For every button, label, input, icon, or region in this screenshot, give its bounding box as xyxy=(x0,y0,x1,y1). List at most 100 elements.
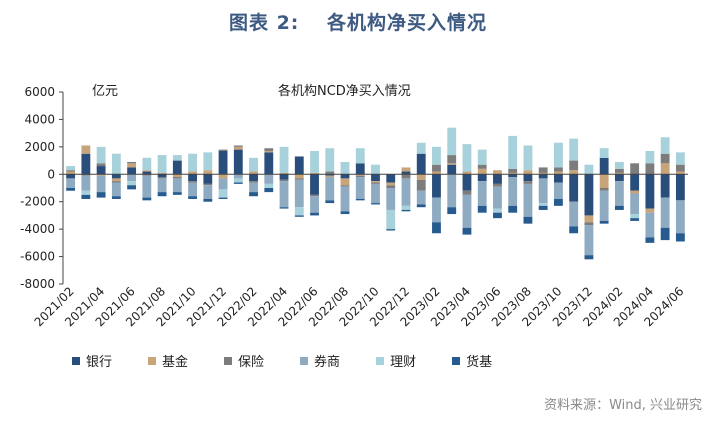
legend-item-bank: 银行 xyxy=(72,351,112,370)
bar-segment-2021-08-s3 xyxy=(157,178,167,193)
bar-segment-2022-04-s1 xyxy=(279,172,289,175)
legend-swatch-bank xyxy=(72,356,80,365)
bar-segment-2022-09-s5 xyxy=(355,198,365,201)
bar-segment-2021-08-s5 xyxy=(157,192,167,197)
source-note: 资料来源：Wind, 兴业研究 xyxy=(544,398,702,413)
bar-segment-2023-05-s0 xyxy=(477,174,487,182)
bar-segment-2023-05-s1 xyxy=(477,168,487,175)
bar-segment-2021-07-s0 xyxy=(142,171,152,175)
chart-legend: 银行 基金 保险 券商 理财 货基 xyxy=(72,351,712,370)
bar-segment-2024-02-s3 xyxy=(614,181,624,206)
bar-segment-2021-08-s1 xyxy=(157,172,167,175)
bar-segment-2022-02-s4 xyxy=(249,157,258,172)
bar-segment-2022-10-s0 xyxy=(371,174,380,182)
bar-segment-2021-02-s5 xyxy=(66,188,76,191)
bar-segment-2023-09-s2 xyxy=(538,167,548,173)
bar-segment-2021-06-s3 xyxy=(127,174,137,182)
bar-segment-2023-01-s4 xyxy=(416,142,426,154)
bar-segment-2022-11-s2 xyxy=(386,185,396,188)
bar-segment-2022-05-s2 xyxy=(294,178,304,180)
bar-segment-2022-02-s2 xyxy=(249,181,258,183)
bar-segment-2023-12-s2 xyxy=(584,222,594,226)
bar-segment-2023-07-s2 xyxy=(508,168,518,173)
bar-segment-2022-01-s2 xyxy=(233,145,243,147)
bar-segment-2022-05-s4 xyxy=(294,207,304,216)
bar-segment-2023-09-s5 xyxy=(538,205,548,210)
bar-segment-2022-04-s5 xyxy=(279,207,289,209)
bar-segment-2024-01-s4 xyxy=(599,148,609,158)
bar-segment-2022-05-s0 xyxy=(294,156,304,175)
bar-segment-2023-11-s4 xyxy=(569,138,579,161)
bar-segment-2023-10-s3 xyxy=(554,182,563,199)
bar-segment-2024-02-s4 xyxy=(614,161,624,169)
bar-segment-2021-04-s5 xyxy=(96,192,106,198)
bar-segment-2023-10-s2 xyxy=(554,167,563,172)
legend-swatch-wealth xyxy=(376,356,385,365)
bar-segment-2023-12-s1 xyxy=(584,215,594,223)
bar-segment-2023-11-s2 xyxy=(569,160,579,171)
legend-label-bank: 银行 xyxy=(86,355,113,370)
bar-segment-2022-08-s1 xyxy=(340,178,350,186)
bar-segment-2021-02-s4 xyxy=(66,166,76,171)
bar-segment-2022-07-s5 xyxy=(325,200,335,204)
bar-segment-2024-01-s3 xyxy=(599,190,609,221)
bar-segment-2021-06-s0 xyxy=(127,167,137,175)
bar-segment-2022-03-s5 xyxy=(264,188,274,193)
bar-segment-2023-03-s4 xyxy=(447,127,457,156)
bar-segment-2022-01-s4 xyxy=(233,178,243,183)
bar-segment-2021-10-s2 xyxy=(188,181,197,183)
bar-segment-2022-06-s4 xyxy=(310,150,319,173)
bar-segment-2024-06-s5 xyxy=(675,233,685,242)
bar-segment-2021-05-s5 xyxy=(111,196,121,199)
bar-segment-2021-04-s3 xyxy=(96,175,106,193)
bar-segment-2023-02-s3 xyxy=(432,197,441,223)
bar-segment-2023-08-s2 xyxy=(523,181,533,184)
bar-segment-2022-02-s0 xyxy=(249,174,258,182)
bar-segment-2022-11-s3 xyxy=(386,188,396,210)
bar-segment-2022-10-s3 xyxy=(371,183,380,204)
bar-segment-2021-02-s0 xyxy=(66,174,76,179)
y-tick-label--4000: -4000 xyxy=(20,222,55,236)
bar-segment-2023-12-s0 xyxy=(584,174,594,216)
bar-segment-2023-06-s0 xyxy=(493,174,502,184)
bar-segment-2022-11-s4 xyxy=(386,209,396,230)
bar-segment-2021-12-s3 xyxy=(218,178,228,190)
bar-segment-2024-01-s5 xyxy=(599,220,609,224)
bar-segment-2024-05-s3 xyxy=(660,197,670,228)
bar-segment-2022-06-s5 xyxy=(310,212,319,216)
bar-segment-2024-03-s0 xyxy=(630,174,640,191)
bar-segment-2022-01-s0 xyxy=(233,149,243,175)
bar-segment-2022-09-s0 xyxy=(355,163,365,175)
bar-segment-2023-06-s4 xyxy=(493,208,502,213)
bar-segment-2024-04-s1 xyxy=(645,208,655,213)
bar-segment-2021-12-s0 xyxy=(218,150,228,175)
bar-segment-2021-12-s4 xyxy=(218,189,228,198)
bar-segment-2024-03-s1 xyxy=(630,190,640,194)
bar-segment-2021-03-s4 xyxy=(81,190,91,195)
bar-segment-2024-04-s3 xyxy=(645,212,655,238)
bar-segment-2022-01-s5 xyxy=(233,182,243,184)
bar-segment-2024-03-s3 xyxy=(630,193,640,215)
legend-swatch-mmf xyxy=(452,356,461,365)
bar-segment-2023-07-s3 xyxy=(508,177,518,206)
bar-segment-2021-05-s0 xyxy=(111,174,121,179)
bar-segment-2023-02-s2 xyxy=(432,164,441,172)
bar-segment-2023-10-s0 xyxy=(554,174,563,183)
bar-segment-2023-02-s1 xyxy=(432,171,441,175)
bar-segment-2022-09-s1 xyxy=(355,174,365,176)
bar-segment-2023-06-s5 xyxy=(493,212,502,219)
bar-segment-2021-04-s4 xyxy=(96,146,106,164)
bar-segment-2021-09-s4 xyxy=(172,155,182,161)
bar-segment-2023-07-s1 xyxy=(508,172,518,175)
bar-segment-2022-07-s0 xyxy=(325,174,335,176)
bar-segment-2021-11-s1 xyxy=(203,170,213,175)
bar-segment-2022-05-s5 xyxy=(294,215,304,217)
bar-segment-2024-02-s1 xyxy=(614,172,624,175)
bar-segment-2022-07-s3 xyxy=(325,177,335,201)
bar-segment-2022-08-s5 xyxy=(340,211,350,215)
bar-segment-2021-02-s2 xyxy=(66,170,76,172)
bar-segment-2022-12-s0 xyxy=(401,171,411,175)
bar-segment-2023-09-s3 xyxy=(538,178,548,204)
bar-segment-2021-10-s0 xyxy=(188,174,197,182)
bar-segment-2023-04-s0 xyxy=(462,174,472,191)
